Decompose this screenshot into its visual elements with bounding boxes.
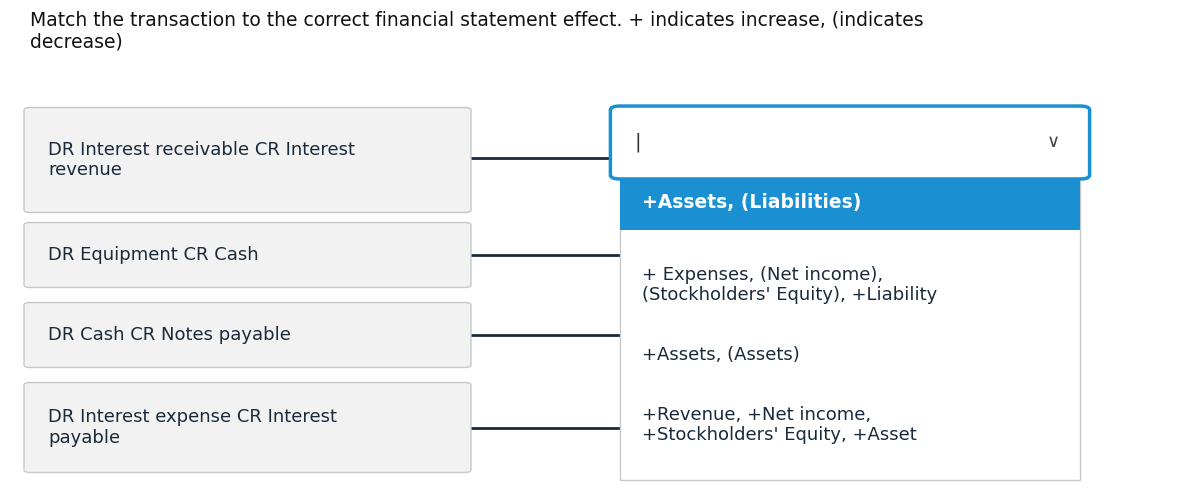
Text: DR Interest expense CR Interest
payable: DR Interest expense CR Interest payable xyxy=(48,408,337,447)
FancyBboxPatch shape xyxy=(620,175,1080,480)
FancyBboxPatch shape xyxy=(24,303,470,367)
Text: DR Equipment CR Cash: DR Equipment CR Cash xyxy=(48,246,259,264)
Text: DR Cash CR Notes payable: DR Cash CR Notes payable xyxy=(48,326,290,344)
Text: +Assets, (Assets): +Assets, (Assets) xyxy=(642,346,799,364)
FancyBboxPatch shape xyxy=(24,107,470,213)
Text: +Revenue, +Net income,
+Stockholders' Equity, +Asset: +Revenue, +Net income, +Stockholders' Eq… xyxy=(642,406,917,444)
FancyBboxPatch shape xyxy=(611,106,1090,179)
Text: DR Interest receivable CR Interest
revenue: DR Interest receivable CR Interest reven… xyxy=(48,141,355,179)
Text: +Assets, (Liabilities): +Assets, (Liabilities) xyxy=(642,193,860,212)
Text: Match the transaction to the correct financial statement effect. + indicates inc: Match the transaction to the correct fin… xyxy=(30,10,924,51)
Text: |: | xyxy=(635,133,641,152)
Text: ∨: ∨ xyxy=(1048,134,1060,152)
FancyBboxPatch shape xyxy=(620,175,1080,230)
Text: + Expenses, (Net income),
(Stockholders' Equity), +Liability: + Expenses, (Net income), (Stockholders'… xyxy=(642,265,937,304)
FancyBboxPatch shape xyxy=(24,383,470,473)
FancyBboxPatch shape xyxy=(24,223,470,287)
